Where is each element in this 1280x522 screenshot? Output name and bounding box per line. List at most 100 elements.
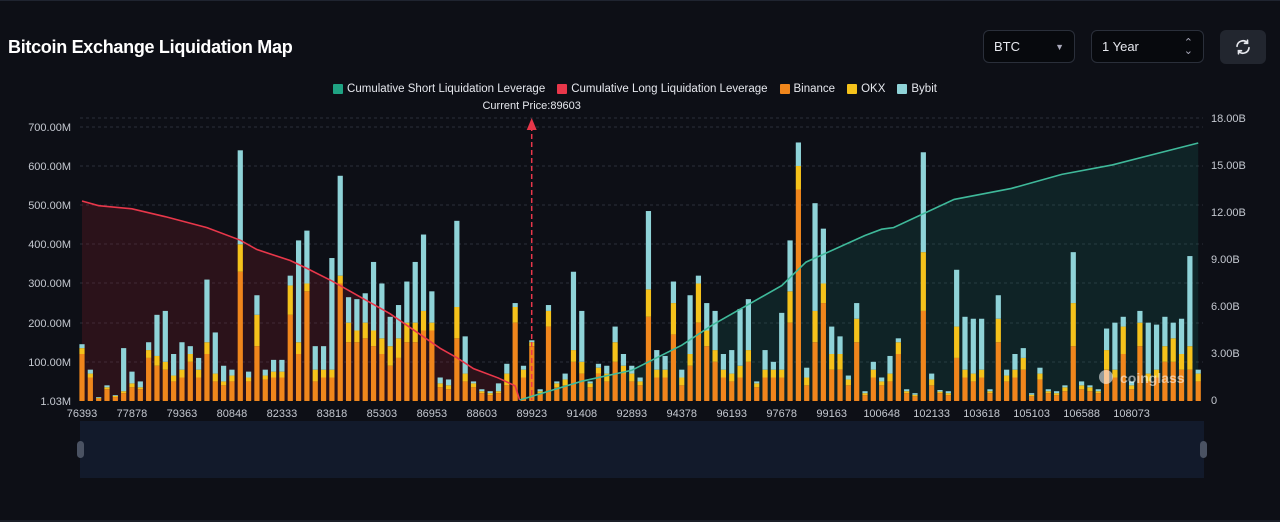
legend-item[interactable]: Cumulative Long Liquidation Leverage	[557, 83, 768, 95]
bybit-bar	[470, 381, 477, 384]
okx-bar	[670, 303, 677, 335]
okx-bar	[420, 310, 427, 331]
binance-bar	[1103, 369, 1110, 401]
range-select[interactable]: 1 Year ⌃ ⌄	[1091, 30, 1204, 63]
bybit-bar	[1137, 310, 1143, 323]
binance-bar	[504, 385, 510, 401]
refresh-button[interactable]	[1220, 30, 1266, 64]
bottom-divider	[0, 520, 1280, 522]
okx-bar	[1029, 394, 1035, 397]
bybit-bar	[295, 240, 302, 343]
refresh-icon	[1236, 39, 1250, 55]
bybit-bar	[1087, 385, 1093, 388]
bybit-bar	[1054, 391, 1060, 394]
binance-bar	[470, 387, 477, 401]
legend-item[interactable]: Binance	[779, 83, 836, 95]
okx-bar	[96, 397, 102, 399]
okx-bar	[662, 369, 668, 378]
bybit-bar	[645, 211, 652, 290]
okx-bar	[879, 381, 885, 386]
bybit-bar	[979, 318, 985, 370]
x-tick-label: 103618	[963, 408, 1000, 420]
okx-bar	[1054, 393, 1060, 396]
binance-bar	[595, 373, 602, 401]
legend-swatch	[847, 84, 858, 94]
legend-item[interactable]: Bybit	[897, 83, 937, 95]
okx-bar	[745, 350, 751, 362]
okx-bar	[329, 369, 335, 378]
okx-bar	[762, 369, 768, 378]
bybit-bar	[154, 314, 160, 356]
bybit-bar	[212, 332, 218, 374]
y-left-tick-label: 100.00M	[28, 357, 71, 369]
binance-bar	[987, 393, 993, 401]
bybit-bar	[112, 395, 118, 396]
symbol-value: BTC	[994, 39, 1020, 54]
y-right-tick-label: 18.00B	[1211, 113, 1246, 125]
bybit-bar	[337, 175, 343, 276]
bybit-bar	[520, 365, 527, 370]
bybit-bar	[970, 318, 976, 374]
binance-bar	[1020, 369, 1026, 401]
binance-bar	[1187, 369, 1193, 401]
bybit-bar	[637, 377, 643, 382]
okx-bar	[729, 373, 735, 382]
binance-bar	[804, 385, 810, 401]
bybit-bar	[312, 346, 318, 370]
binance-bar	[904, 393, 910, 401]
binance-bar	[662, 377, 668, 401]
bybit-bar	[670, 281, 677, 304]
okx-bar	[637, 381, 643, 386]
binance-bar	[387, 365, 393, 401]
legend-item[interactable]: OKX	[847, 83, 885, 95]
bybit-bar	[146, 342, 152, 351]
binance-bar	[604, 381, 610, 401]
okx-bar	[395, 338, 402, 358]
binance-bar	[112, 397, 118, 401]
bybit-bar	[779, 312, 785, 370]
bybit-bar	[254, 295, 260, 315]
binance-bar	[1037, 379, 1043, 401]
okx-bar	[537, 391, 543, 394]
bybit-bar	[1120, 316, 1126, 327]
legend-item[interactable]: Cumulative Short Liquidation Leverage	[333, 83, 545, 95]
bybit-bar	[695, 275, 702, 284]
binance-bar	[354, 342, 360, 401]
zoom-slider[interactable]	[80, 421, 1204, 478]
okx-bar	[804, 377, 810, 386]
bybit-bar	[829, 326, 835, 354]
bybit-bar	[529, 340, 535, 343]
bybit-bar	[379, 283, 385, 339]
okx-bar	[1062, 387, 1068, 392]
binance-bar	[695, 322, 702, 401]
binance-bar	[87, 377, 93, 401]
okx-bar	[629, 373, 635, 382]
short-cumulative-area	[519, 143, 1199, 400]
binance-bar	[1137, 346, 1143, 401]
binance-bar	[754, 387, 760, 401]
bybit-bar	[187, 346, 193, 354]
bybit-bar	[745, 299, 751, 351]
bybit-bar	[354, 299, 360, 331]
bybit-bar	[1012, 353, 1018, 370]
coinglass-logo-icon	[1099, 370, 1113, 384]
binance-bar	[437, 387, 443, 401]
okx-bar	[504, 373, 510, 386]
binance-bar	[395, 357, 402, 401]
bybit-bar	[171, 353, 177, 376]
okx-bar	[370, 330, 377, 347]
y-left-tick-label: 500.00M	[28, 200, 71, 212]
legend-swatch	[897, 84, 908, 94]
binance-bar	[637, 385, 643, 401]
bybit-bar	[587, 381, 593, 384]
okx-bar	[1095, 391, 1101, 394]
slider-right-handle[interactable]	[1200, 441, 1207, 458]
legend-label: Binance	[793, 83, 836, 95]
binance-bar	[512, 322, 518, 401]
slider-left-handle[interactable]	[77, 441, 84, 458]
bybit-bar	[370, 261, 377, 331]
bybit-bar	[495, 383, 502, 392]
okx-bar	[1137, 322, 1143, 347]
symbol-select[interactable]: BTC ▼	[983, 30, 1075, 63]
okx-bar	[337, 275, 343, 284]
